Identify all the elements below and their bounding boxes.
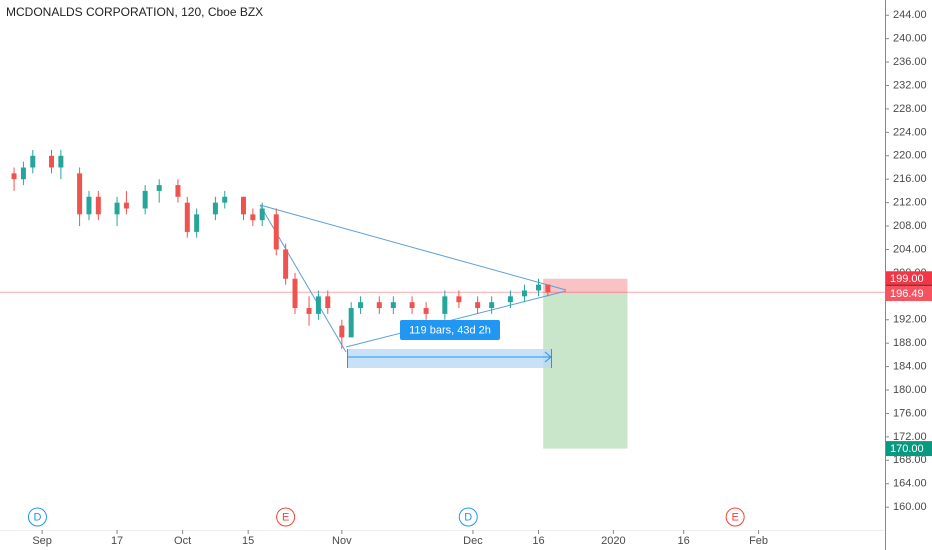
candle-body [49, 155, 55, 168]
y-tick-label: 244.00 [893, 9, 927, 21]
price-tag [886, 271, 932, 287]
y-tick-label: 168.00 [893, 454, 927, 466]
candle-body [86, 196, 92, 215]
price-tag-label: 199.00 [890, 273, 924, 285]
measure-label: 119 bars, 43d 2h [409, 324, 491, 336]
candle-body [212, 202, 218, 215]
drawings: 119 bars, 43d 2h [259, 204, 567, 368]
candle-body [95, 196, 101, 215]
trend-line [345, 290, 567, 348]
y-tick-label: 224.00 [893, 126, 927, 138]
y-tick-label: 228.00 [893, 103, 927, 115]
trend-line [259, 204, 567, 291]
y-tick-label: 240.00 [893, 33, 927, 45]
y-tick-label: 208.00 [893, 220, 927, 232]
x-tick-label: Nov [332, 535, 352, 547]
candle-body [123, 202, 129, 209]
y-tick-label: 172.00 [893, 431, 927, 443]
candle-body [142, 190, 148, 209]
candle-body [325, 296, 331, 309]
y-tick-label: 212.00 [893, 197, 927, 209]
event-marker [276, 507, 296, 527]
candle-body [390, 302, 396, 309]
measure-label-box [400, 320, 500, 340]
candle-body [240, 196, 246, 215]
candle-body [30, 155, 36, 168]
candle-body [442, 296, 448, 314]
y-tick-label: 204.00 [893, 243, 927, 255]
x-tick-label: Sep [32, 535, 52, 547]
price-tag-label: 170.00 [890, 443, 924, 455]
price-tag [886, 285, 932, 301]
candle-body [11, 173, 17, 180]
x-tick-label: Dec [463, 535, 483, 547]
y-tick-label: 236.00 [893, 56, 927, 68]
candle-body [545, 284, 551, 293]
candle-body [423, 308, 429, 314]
candle-body [184, 202, 190, 232]
y-tick-label: 188.00 [893, 337, 927, 349]
event-label: E [282, 511, 289, 523]
event-marker [725, 507, 745, 527]
candle-body [250, 214, 256, 221]
price-tag [886, 441, 932, 457]
candle-body [114, 202, 120, 215]
x-tick-label: Feb [749, 535, 768, 547]
candle-body [194, 214, 200, 232]
candle-body [58, 155, 64, 168]
candle-body [273, 214, 279, 250]
x-tick-label: 2020 [601, 535, 625, 547]
candle-body [535, 284, 541, 291]
event-label: D [33, 511, 41, 523]
y-tick-label: 184.00 [893, 361, 927, 373]
y-tick-label: 160.00 [893, 501, 927, 513]
target-zone [543, 293, 628, 449]
candle-body [521, 290, 527, 297]
candle-body [175, 185, 181, 197]
candle-body [315, 296, 321, 314]
event-marker [458, 507, 478, 527]
candle-body [339, 325, 345, 338]
candle-body [507, 296, 513, 303]
x-tick-label: 16 [532, 535, 544, 547]
date-range-box [347, 349, 552, 368]
candle-body [456, 296, 462, 303]
y-tick-label: 220.00 [893, 150, 927, 162]
candle-body [283, 249, 289, 279]
candle-body [358, 302, 364, 309]
y-tick-label: 176.00 [893, 407, 927, 419]
x-tick-label: 15 [242, 535, 254, 547]
x-tick-label: 17 [111, 535, 123, 547]
candle-body [222, 196, 228, 203]
y-tick-label: 216.00 [893, 173, 927, 185]
candle-body [156, 185, 162, 191]
y-tick-label: 232.00 [893, 79, 927, 91]
event-label: D [464, 511, 472, 523]
stop-zone [543, 278, 628, 294]
y-tick-label: 192.00 [893, 314, 927, 326]
candle-body [475, 302, 481, 309]
y-tick-label: 180.00 [893, 384, 927, 396]
x-tick-label: Oct [174, 535, 191, 547]
price-tag-label: 196.49 [890, 288, 924, 300]
candle-body [348, 308, 354, 338]
candle-body [292, 278, 298, 309]
candle-body [376, 302, 382, 309]
candle-body [489, 302, 495, 309]
candle-body [259, 208, 265, 221]
candle-body [20, 167, 26, 180]
candle-body [409, 302, 415, 309]
event-label: E [731, 511, 738, 523]
y-tick-label: 164.00 [893, 478, 927, 490]
x-tick-label: 16 [678, 535, 690, 547]
candle-body [77, 173, 83, 215]
candle-body [306, 308, 312, 314]
event-marker [27, 507, 47, 527]
chart-title: MCDONALDS CORPORATION, 120, Cboe BZX [6, 5, 263, 19]
